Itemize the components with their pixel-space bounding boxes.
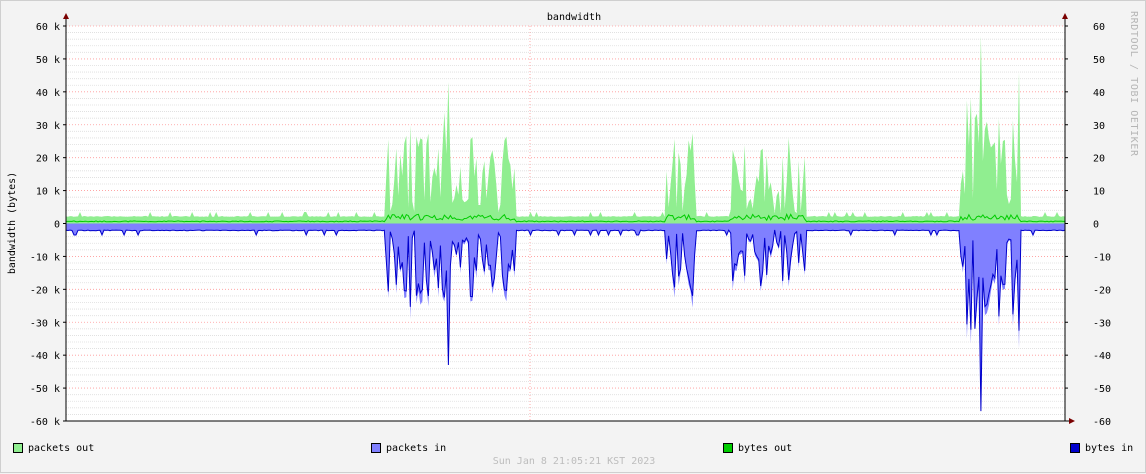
y-tick-label-left: 60 k [36,22,60,33]
series-bytes-out [66,213,1066,223]
legend-label-packets-out: packets out [28,442,95,454]
y-tick-label-right: -20 [1093,285,1111,296]
y-tick-label-right: 40 [1093,88,1105,99]
y-tick-label-left: 0 [54,220,60,231]
legend-item-bytes-out: bytes out [723,441,792,455]
y-tick-label-left: 20 k [36,154,60,165]
y-tick-label-left: -60 k [30,417,60,428]
tick-labels: 60 k 50 k 40 k 30 k 20 k 10 k 0 -10 k -20 k -30 k… [30,22,1111,428]
y-tick-label-right: 10 [1093,187,1105,198]
legend-swatch-packets-in [371,443,381,453]
y-tick-label-left: -10 k [30,252,60,263]
axes [63,13,1075,424]
legend-swatch-bytes-out [723,443,733,453]
y-tick-label-left: -20 k [30,285,60,296]
y-tick-label-right: -60 [1093,417,1111,428]
series-packets-out [66,35,1065,224]
y-tick-label-left: -30 k [30,318,60,329]
y-tick-label-right: 30 [1093,121,1105,132]
y-tick-label-right: -40 [1093,351,1111,362]
legend-swatch-bytes-in [1070,443,1080,453]
y-tick-label-left: -50 k [30,384,60,395]
series-bytes-in [65,229,1066,412]
y-tick-label-right: -30 [1093,318,1111,329]
y-tick-label-right: 20 [1093,154,1105,165]
legend-item-bytes-in: bytes in [1070,441,1133,455]
y-tick-label-left: 30 k [36,121,60,132]
y-tick-label-right: -50 [1093,384,1111,395]
y-axis-right-arrow [1062,13,1068,19]
grid [66,25,1065,422]
y-tick-label-right: -10 [1093,252,1111,263]
y-tick-label-right: 60 [1093,22,1105,33]
legend-item-packets-out: packets out [13,441,94,455]
series-packets-in [66,223,1065,412]
y-tick-label-right: 50 [1093,55,1105,66]
x-axis-arrow [1069,418,1075,424]
y-tick-label-left: 10 k [36,187,60,198]
timestamp: Sun Jan 8 21:05:21 KST 2023 [492,456,656,467]
watermark: RRDTOOL / TOBI OETIKER [1128,11,1139,157]
legend-label-packets-in: packets in [386,442,447,454]
chart-title: bandwidth [547,12,601,23]
y-tick-label-left: -40 k [30,351,60,362]
legend-swatch-packets-out [13,443,23,453]
legend-label-bytes-in: bytes in [1085,442,1134,454]
y-tick-label-left: 40 k [36,88,60,99]
y-tick-label-right: 0 [1093,220,1099,231]
y-axis-left-arrow [63,13,69,19]
y-axis-label: bandwidth (bytes) [7,172,18,274]
legend-item-packets-in: packets in [371,441,446,455]
legend-label-bytes-out: bytes out [738,442,793,454]
series-layer [65,35,1066,412]
y-tick-label-left: 50 k [36,55,60,66]
